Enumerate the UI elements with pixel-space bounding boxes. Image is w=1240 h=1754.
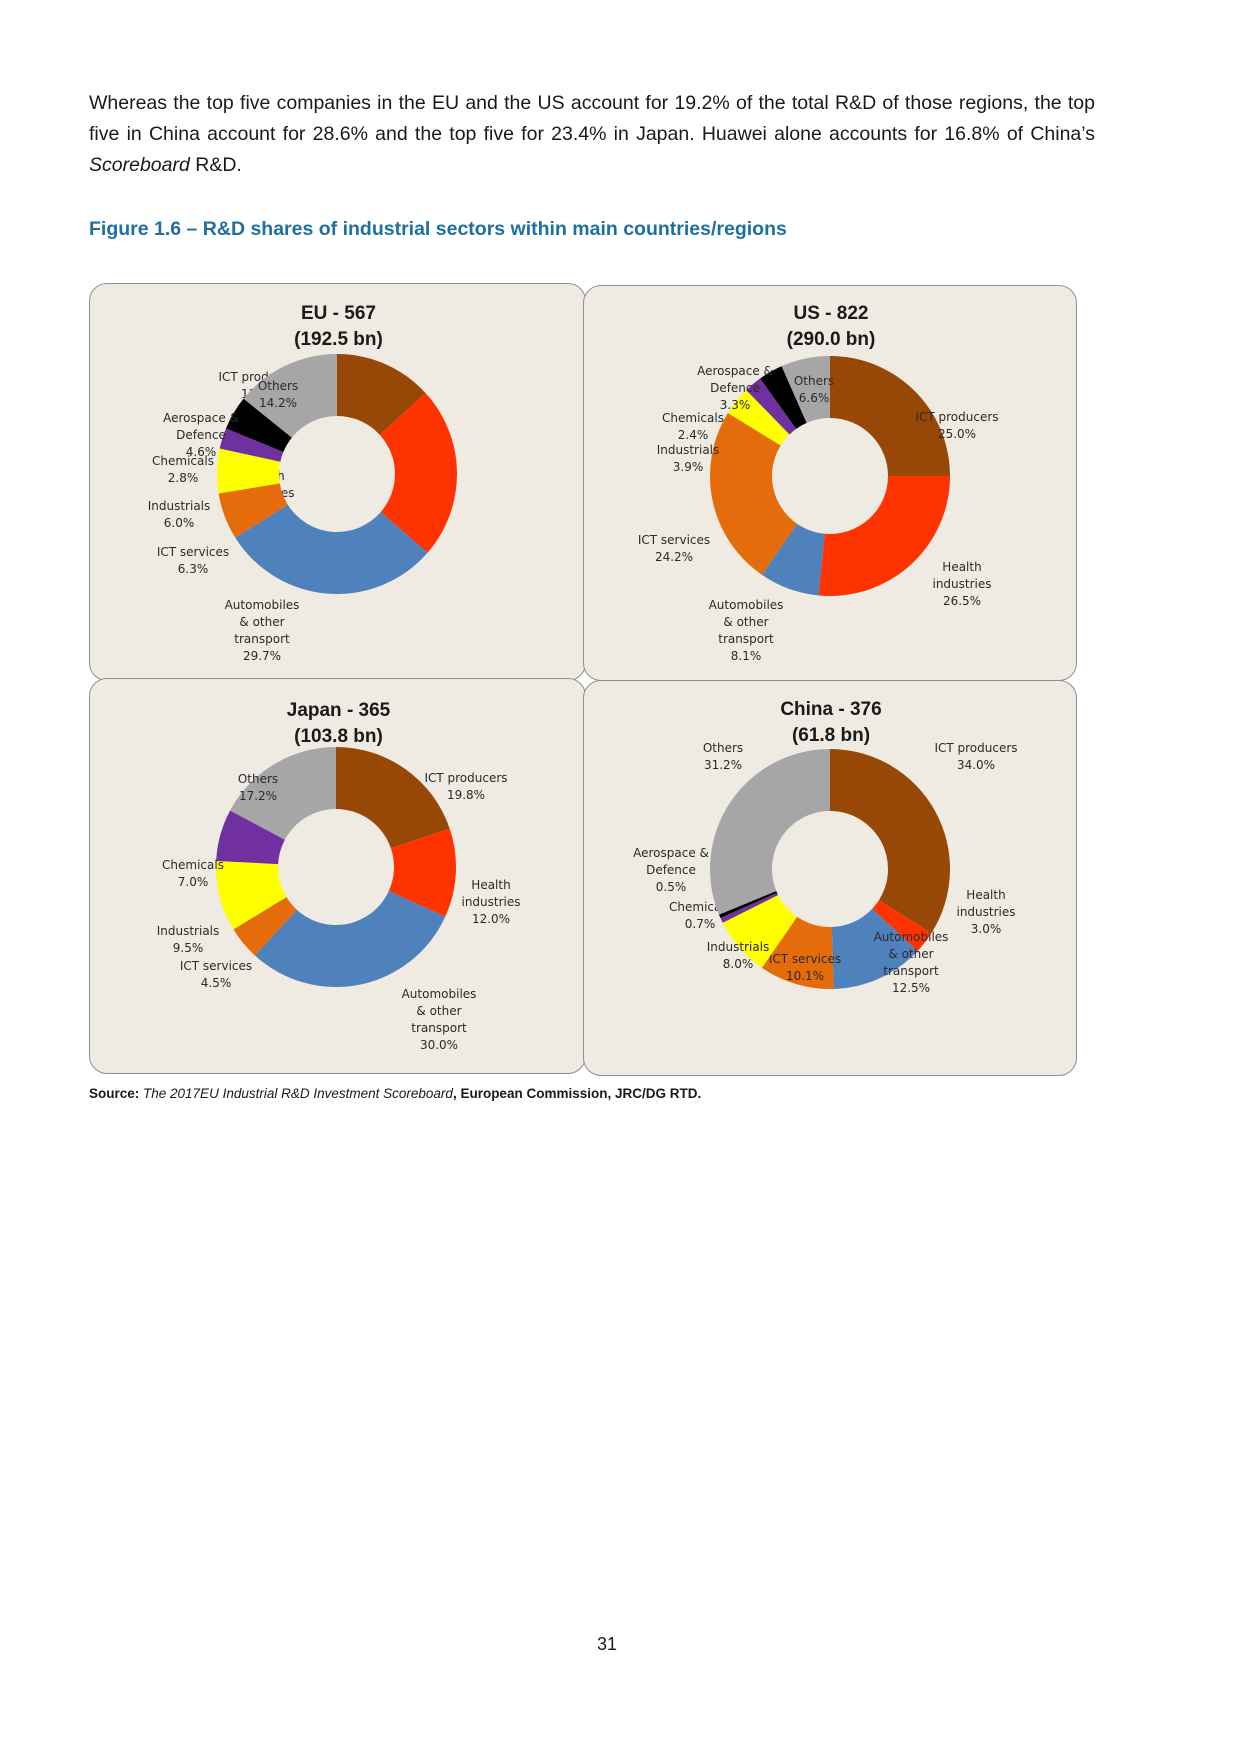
slice-ict-producers [336,747,450,849]
slice-label-chemicals: Chemicals 2.8% [152,454,214,485]
slice-label-automobiles-and-other-transport: Automobiles & other transport 29.7% [225,598,300,663]
chart-title-line: EU - 567 [301,303,376,324]
slice-label-health-industries: Health industries 3.0% [956,888,1015,936]
slice-automobiles-and-other-transport [254,891,446,987]
slice-health-industries [872,900,932,952]
page-number: 31 [596,1634,618,1654]
slice-ict-producers [830,356,950,476]
slice-health-industries [818,476,950,596]
chart-panel-japan: Japan - 365 (103.8 bn) ICT producers 19.8% H… [89,678,586,1074]
slice-chemicals [219,428,284,462]
slice-others [781,356,830,423]
slice-chemicals [216,810,285,865]
slice-industrials [722,895,798,968]
slice-label-others: Others 6.6% [794,374,834,405]
intro-text-end: R&D. [189,154,242,176]
chart-title-line: China - 376 [780,699,881,720]
slice-label-ict-services: ICT services 6.3% [157,545,229,576]
slice-label-ict-producers: ICT producers 19.8% [424,771,507,802]
slice-label-aerospace-and-defence: Aerospace & Defence 4.6% [163,411,239,459]
slice-ict-services [710,412,798,575]
slice-health-industries [379,392,458,553]
slice-label-automobiles-and-other-transport: Automobiles & other transport 30.0% [402,987,477,1052]
slice-label-others: Others 17.2% [238,772,278,803]
slice-label-ict-producers: ICT producers 25.0% [915,410,998,441]
slice-label-chemicals: Chemicals 2.4% [662,411,724,442]
chart-panel-eu: EU - 567(192.5 bn)ICT producers13.2%Heal… [89,283,586,681]
figure-title: Figure 1.6 – R&D shares of industrial se… [89,218,787,240]
slice-label-industrials: Industrials 6.0% [148,499,211,530]
slice-ict-producers [337,354,426,435]
intro-text: Whereas the top five companies in the EU… [89,92,1095,145]
slice-label-ict-services: ICT services 4.5% [180,959,252,990]
slice-aerospace-and-defence [760,366,807,429]
slice-label-industrials: Industrials 3.9% [657,443,720,474]
slice-industrials [727,390,790,446]
slice-chemicals [746,378,797,435]
intro-emphasis: Scoreboard [89,154,190,176]
slice-others [230,747,336,840]
slice-label-health-industries: Health industries 12.0% [461,878,520,926]
chart-title-line: (192.5 bn) [294,329,383,350]
slice-industrials [216,860,287,930]
slice-label-aerospace-and-defence: Aerospace & Defence 3.3% [697,364,773,412]
slice-label-automobiles-and-other-transport: Automobiles & other transport 12.5% [874,930,949,995]
slice-aerospace-and-defence [718,891,778,919]
source-note: Source: The 2017EU Industrial R&D Invest… [89,1086,701,1101]
slice-health-industries [388,828,457,917]
chart-title-line: Japan - 365 [287,700,391,721]
slice-label-industrials: Industrials 8.0% [707,940,770,971]
chart-title-line: (103.8 bn) [294,726,383,747]
slice-ict-services [233,897,297,956]
slice-automobiles-and-other-transport [235,504,428,594]
slice-label-ict-producers: ICT producers 34.0% [934,741,1017,772]
source-rest: , European Commission, JRC/DG RTD. [452,1086,702,1101]
chart-title-line: (61.8 bn) [792,725,870,746]
slice-label-automobiles-and-other-transport: Automobiles & other transport 8.1% [709,598,784,663]
slice-ict-services [218,483,288,538]
chart-panel-china: China - 376 (61.8 bn) ICT producers 34.0% He… [583,680,1077,1076]
slice-label-ict-services: ICT services 24.2% [638,533,710,564]
intro-paragraph: Whereas the top five companies in the EU… [89,88,1095,181]
slice-aerospace-and-defence [225,398,292,452]
slice-automobiles-and-other-transport [761,523,825,596]
slice-chemicals [720,892,779,923]
slice-ict-producers [830,749,950,934]
slice-ict-services [761,916,834,989]
slice-label-chemicals: Chemicals 7.0% [162,858,224,889]
donut-chart-us: US - 822 (290.0 bn) ICT producers 25.0% Heal… [638,303,999,663]
chart-title-line: US - 822 [794,303,869,324]
slice-others [243,354,337,438]
slice-others [710,749,830,915]
slice-label-aerospace-and-defence: Aerospace & Defence 0.5% [633,846,709,894]
donut-chart-japan: Japan - 365 (103.8 bn) ICT producers 19.8% H… [157,700,521,1052]
slice-label-others: Others 31.2% [703,741,743,772]
slice-industrials [217,448,281,494]
chart-title-line: (290.0 bn) [787,329,876,350]
donut-chart-china: China - 376 (61.8 bn) ICT producers 34.0% He… [633,699,1017,995]
slice-label-health-industries: Health industries 26.5% [932,560,991,608]
source-title: The 2017EU Industrial R&D Investment Sco… [143,1086,453,1101]
slice-automobiles-and-other-transport [831,908,918,989]
slice-label-industrials: Industrials 9.5% [157,924,220,955]
donut-chart-eu: EU - 567(192.5 bn)ICT producers13.2%Heal… [148,303,458,663]
slice-label-ict-services: ICT services 10.1% [769,952,841,983]
source-label: Source: [89,1086,144,1101]
slice-label-others: Others 14.2% [258,379,298,410]
chart-panel-us: US - 822 (290.0 bn) ICT producers 25.0% Heal… [583,285,1077,681]
